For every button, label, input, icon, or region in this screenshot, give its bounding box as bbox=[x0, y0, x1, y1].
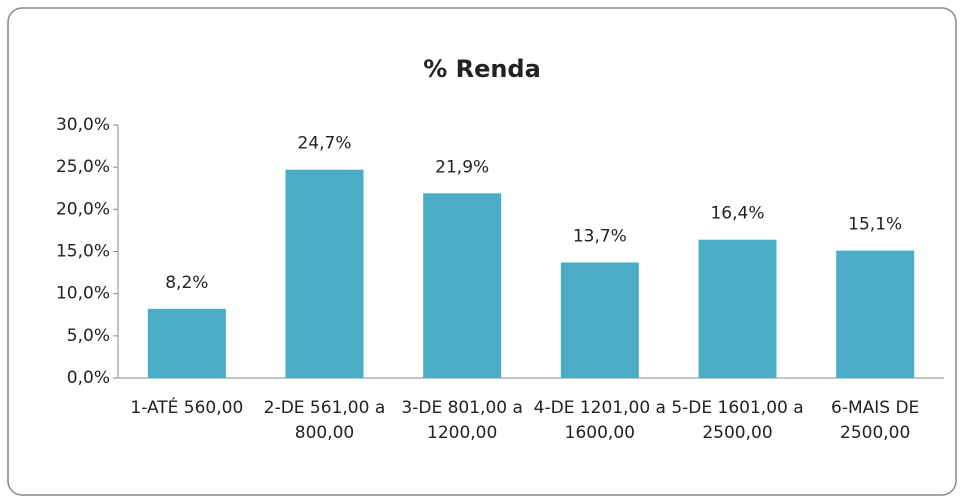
data-label: 13,7% bbox=[573, 226, 627, 246]
y-tick-label: 20,0% bbox=[56, 199, 110, 219]
x-tick-label: 6-MAIS DE 2500,00 bbox=[831, 398, 920, 443]
data-label: 15,1% bbox=[848, 215, 902, 235]
data-label: 21,9% bbox=[435, 157, 489, 177]
data-label: 16,4% bbox=[710, 204, 764, 224]
x-tick-label: 2-DE 561,00 a 800,00 bbox=[263, 398, 386, 443]
x-tick-label: 1-ATÉ 560,00 bbox=[130, 398, 244, 418]
y-tick-label: 10,0% bbox=[56, 284, 110, 304]
y-tick-label: 25,0% bbox=[56, 157, 110, 177]
data-label: 24,7% bbox=[297, 134, 351, 154]
bar bbox=[698, 239, 777, 378]
chart-title: % Renda bbox=[423, 55, 541, 83]
bar bbox=[423, 193, 502, 378]
x-tick-label: 3-DE 801,00 a 1200,00 bbox=[401, 398, 523, 443]
data-label: 8,2% bbox=[165, 273, 208, 293]
y-tick-label: 15,0% bbox=[56, 242, 110, 262]
bar bbox=[836, 250, 915, 378]
y-tick-label: 0,0% bbox=[67, 368, 110, 388]
bar bbox=[147, 308, 226, 378]
y-tick-label: 5,0% bbox=[67, 326, 110, 346]
bar bbox=[285, 169, 364, 378]
x-tick-label: 5-DE 1601,00 a 2500,00 bbox=[671, 398, 804, 443]
y-tick-label: 30,0% bbox=[56, 115, 110, 135]
x-tick-label: 4-DE 1201,00 a 1600,00 bbox=[533, 398, 666, 443]
bar bbox=[560, 262, 639, 378]
